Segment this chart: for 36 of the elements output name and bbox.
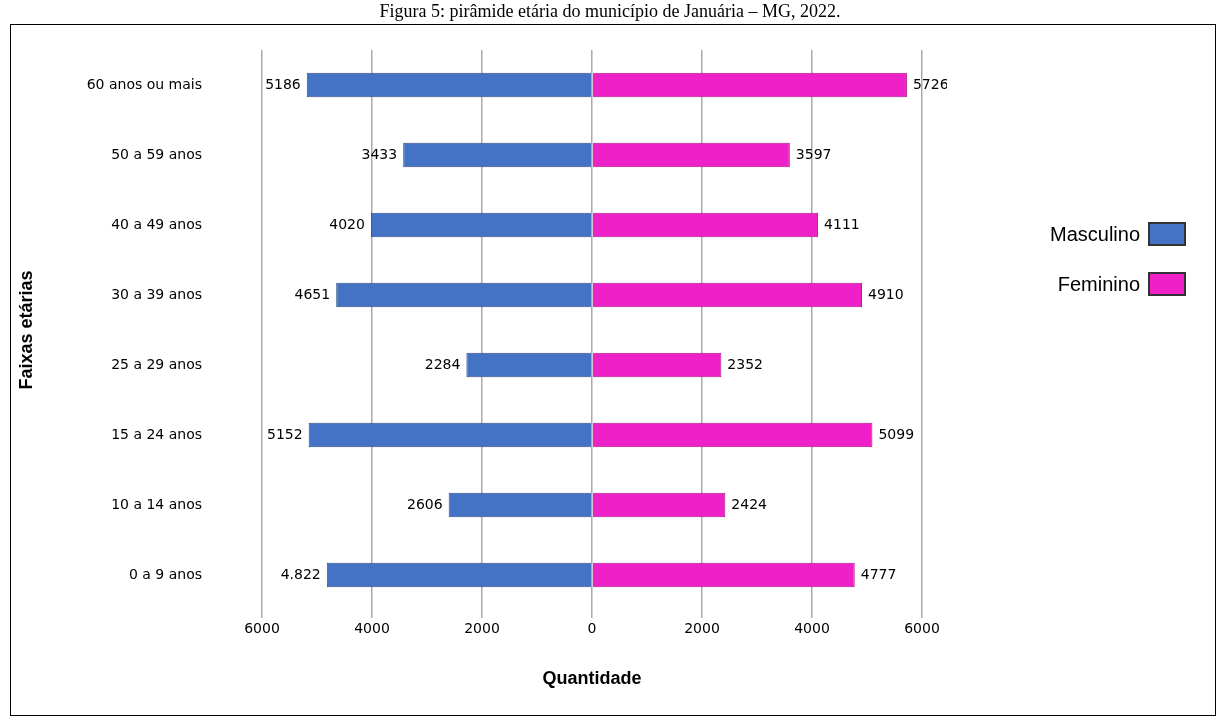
data-label: 5099 — [878, 425, 915, 442]
x-tick-label: 2000 — [464, 620, 500, 637]
data-label: 2352 — [727, 355, 763, 372]
data-label: 3597 — [795, 145, 832, 162]
y-tick-label: 25 a 29 anos — [111, 355, 202, 372]
legend-label: Feminino — [1057, 272, 1141, 296]
data-label: 5726 — [912, 75, 949, 92]
y-tick-label: 60 anos ou mais — [86, 75, 202, 92]
data-label: 2424 — [731, 495, 768, 512]
data-label: 4910 — [868, 285, 904, 302]
y-axis-title: Faixas etárias — [15, 270, 36, 390]
data-label: 4777 — [860, 565, 897, 582]
data-label: 5152 — [267, 425, 303, 442]
x-tick-label: 6000 — [904, 620, 940, 637]
y-tick-label: 40 a 49 anos — [111, 215, 202, 232]
data-label: 4111 — [824, 215, 860, 232]
legend-label: Masculino — [1050, 222, 1141, 246]
data-label: 4.822 — [280, 565, 321, 582]
data-label: 2606 — [407, 495, 443, 512]
y-tick-label: 50 a 59 anos — [111, 145, 202, 162]
data-label: 2284 — [424, 355, 461, 372]
y-tick-label: 15 a 24 anos — [111, 425, 202, 442]
chart-title: Figura 5: pirâmide etária do município de Januária – MG, 2022. — [378, 0, 842, 22]
y-tick-label: 0 a 9 anos — [128, 565, 202, 582]
y-tick-label: 30 a 39 anos — [111, 285, 202, 302]
x-tick-label: 0 — [587, 620, 597, 637]
data-label: 3433 — [361, 145, 398, 162]
x-tick-label: 6000 — [244, 620, 280, 637]
data-label: 4020 — [329, 215, 365, 232]
y-tick-label: 10 a 14 anos — [111, 495, 202, 512]
data-label: 4651 — [294, 285, 331, 302]
data-label: 5186 — [265, 75, 301, 92]
x-tick-label: 4000 — [794, 620, 830, 637]
x-tick-label: 2000 — [684, 620, 720, 637]
x-tick-label: 4000 — [354, 620, 390, 637]
x-axis-title: Quantidade — [542, 668, 642, 689]
